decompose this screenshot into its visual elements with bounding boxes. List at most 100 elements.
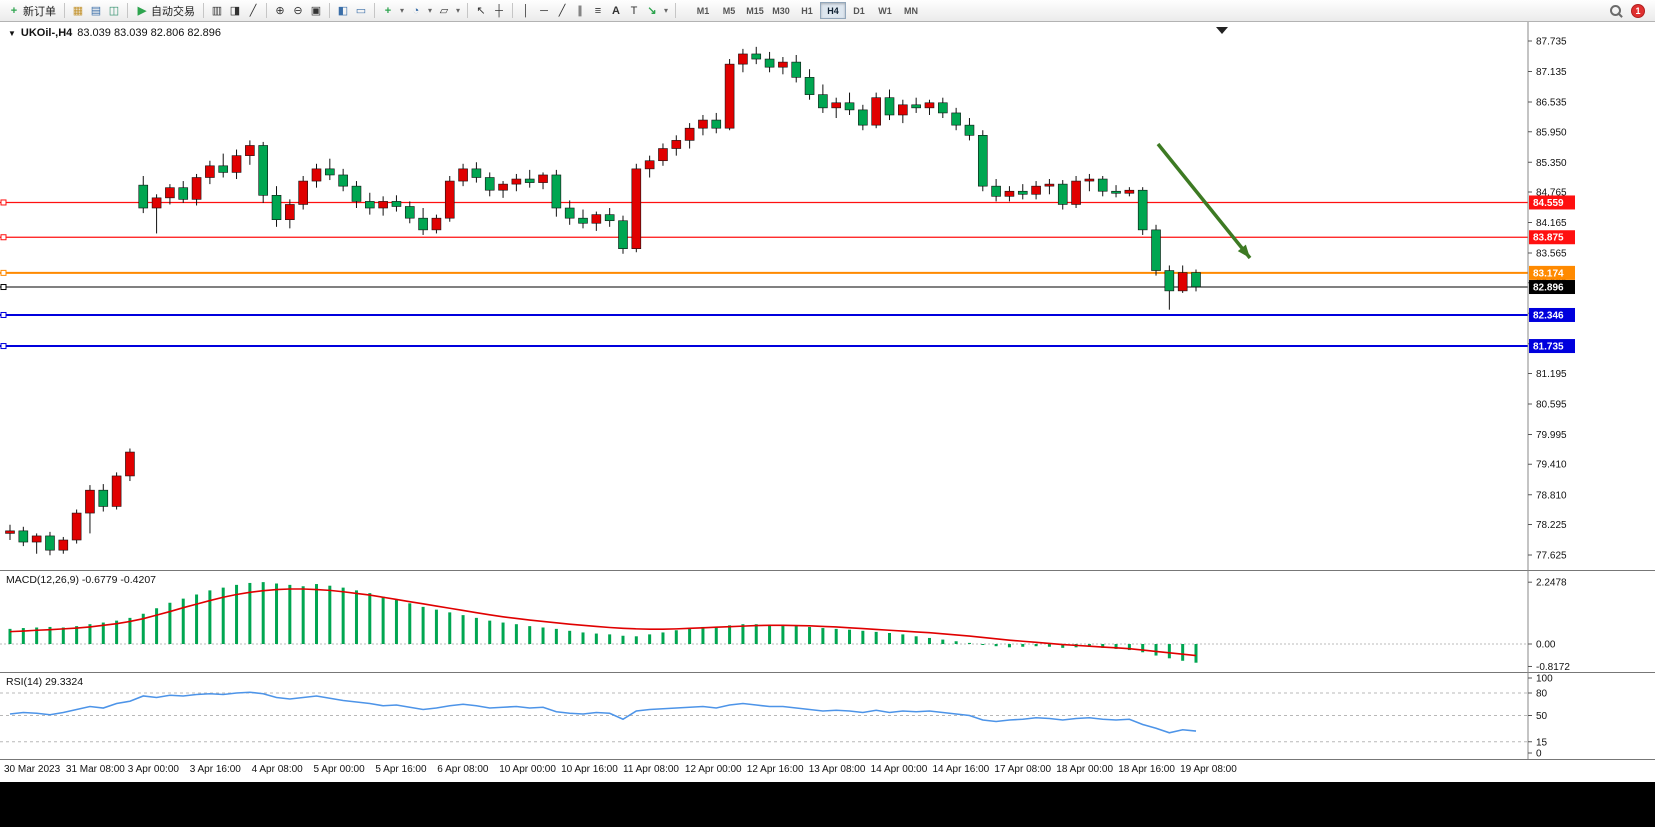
candlestick-chart-icon[interactable]: ◨ [229, 5, 241, 17]
tile-windows-icon[interactable]: ▣ [310, 5, 322, 17]
level-line-handle[interactable] [0, 284, 7, 291]
vertical-line-tool-icon[interactable]: │ [522, 4, 530, 17]
timeframe-button-m1[interactable]: M1 [690, 2, 716, 19]
macd-histogram-bar [275, 583, 279, 644]
main-price-chart[interactable]: 87.735 87.135 86.535 85.950 85.350 84.765 84.1… [0, 22, 1655, 570]
timeframe-button-w1[interactable]: W1 [872, 2, 898, 19]
timeframe-button-h4[interactable]: H4 [820, 2, 846, 19]
arrows-tool-icon[interactable]: ↘ [647, 5, 657, 17]
candle-body [444, 180, 455, 219]
templates-dropdown-icon[interactable]: ▾ [455, 6, 460, 15]
new-chart-icon[interactable]: ▦ [72, 5, 84, 17]
search-icon[interactable] [1609, 4, 1623, 18]
trend-arrow[interactable] [1156, 142, 1252, 260]
new-order-button[interactable]: + 新订单 [4, 1, 60, 20]
price-level-badge [1529, 339, 1575, 354]
timeframe-button-d1[interactable]: D1 [846, 2, 872, 19]
candle-body [205, 165, 215, 178]
time-axis-label: 14 Apr 16:00 [932, 764, 990, 775]
timeframe-button-m15[interactable]: M15 [742, 2, 768, 19]
indicators-dropdown-icon[interactable]: ▾ [399, 6, 404, 15]
candle-body [511, 178, 522, 185]
fibonacci-tool-icon[interactable]: ≡ [594, 4, 602, 17]
terminal-icon[interactable]: ▭ [355, 5, 367, 17]
arrows-dropdown-icon[interactable]: ▾ [663, 6, 668, 15]
autotrading-button[interactable]: ▶ 自动交易 [132, 1, 199, 20]
templates-icon[interactable]: ▱ [439, 5, 449, 17]
macd-histogram-bar [155, 608, 159, 644]
macd-panel[interactable]: 2.2478 0.00 -0.8172 [0, 570, 1655, 672]
candle-body [178, 187, 189, 200]
candle-body [791, 61, 802, 78]
candle-body [1017, 190, 1028, 195]
price-axis-label: 80.595 [1536, 400, 1567, 411]
periods-clock-icon[interactable]: ◔ [412, 4, 420, 17]
time-axis-label: 6 Apr 08:00 [437, 764, 489, 775]
candle-body [5, 530, 15, 534]
price-level-badge [1529, 307, 1575, 322]
candle-body [738, 53, 748, 65]
candle-body [71, 512, 82, 541]
level-line-handle[interactable] [0, 311, 7, 318]
crosshair-icon[interactable]: ┼ [495, 4, 503, 17]
toolbar: + 新订单 ▦ ▤ ◫ ▶ 自动交易 ▥ ◨ ╱ ⊕ ⊖ ▣ ◧ ▭ + ▾ ◔… [0, 0, 1655, 22]
macd-histogram-bar [994, 644, 998, 647]
candle-body [484, 177, 495, 191]
price-level-badge-value: 84.559 [1533, 198, 1564, 209]
macd-histogram-bar [594, 633, 598, 644]
chart-shift-marker-icon[interactable] [1216, 27, 1228, 34]
candle-body [404, 206, 415, 219]
zoom-out-icon[interactable]: ⊖ [293, 5, 303, 17]
text-label-tool-icon[interactable]: T [630, 4, 638, 17]
candle-body [911, 104, 921, 109]
timeframe-button-m30[interactable]: M30 [768, 2, 794, 19]
bar-chart-icon[interactable]: ▥ [211, 5, 223, 17]
macd-histogram-bar [48, 626, 52, 644]
rsi-axis-label: 0 [1536, 749, 1542, 760]
candle-body [644, 160, 655, 170]
navigator-icon[interactable]: ◧ [337, 5, 349, 17]
level-line-handle[interactable] [0, 269, 7, 276]
cursor-icon[interactable]: ↖ [476, 5, 486, 17]
timeframe-button-h1[interactable]: H1 [794, 2, 820, 19]
candle-body [1164, 270, 1175, 292]
macd-histogram-bar [208, 590, 212, 644]
candle-body [191, 177, 202, 200]
toolbar-separator [467, 3, 468, 18]
market-watch-icon[interactable]: ◫ [108, 5, 120, 17]
macd-histogram-bar [128, 617, 132, 644]
rsi-panel[interactable]: 100 80 50 150 [0, 672, 1655, 760]
macd-histogram-bar [981, 644, 985, 645]
macd-histogram-bar [1034, 644, 1038, 647]
symbol-name: UKOil-,H4 [20, 27, 73, 39]
candle-body [498, 183, 508, 191]
channel-tool-icon[interactable]: ∥ [577, 5, 583, 17]
candle-body [1151, 229, 1161, 271]
timeframe-button-mn[interactable]: MN [898, 2, 924, 19]
macd-histogram-bar [21, 628, 25, 644]
level-line-handle[interactable] [0, 199, 7, 206]
timeframe-button-m5[interactable]: M5 [716, 2, 742, 19]
line-chart-icon[interactable]: ╱ [249, 5, 257, 17]
level-line-handle[interactable] [0, 343, 7, 350]
zoom-in-icon[interactable]: ⊕ [275, 5, 285, 17]
price-axis-label: 79.995 [1536, 430, 1567, 441]
level-line-handle[interactable] [0, 234, 7, 241]
horizontal-line-tool-icon[interactable]: ─ [540, 4, 548, 17]
time-axis-label: 18 Apr 00:00 [1056, 764, 1114, 775]
indicators-icon[interactable]: + [384, 4, 392, 17]
chart-symbol-header: ▼ UKOil-,H4 83.039 83.039 82.806 82.896 [8, 27, 221, 39]
notification-badge[interactable]: 1 [1631, 3, 1645, 18]
periods-dropdown-icon[interactable]: ▾ [427, 6, 432, 15]
autotrading-label: 自动交易 [151, 5, 195, 18]
candle-body [938, 102, 948, 114]
trendline-tool-icon[interactable]: ╱ [558, 5, 566, 17]
macd-histogram-bar [927, 637, 931, 644]
candle-body [991, 185, 1001, 197]
macd-histogram-bar [101, 622, 105, 644]
profiles-icon[interactable]: ▤ [90, 5, 102, 17]
text-tool-icon[interactable]: A [612, 4, 620, 17]
toolbar-separator [266, 3, 267, 18]
toolbar-separator [203, 3, 204, 18]
macd-histogram-bar [1127, 644, 1131, 651]
